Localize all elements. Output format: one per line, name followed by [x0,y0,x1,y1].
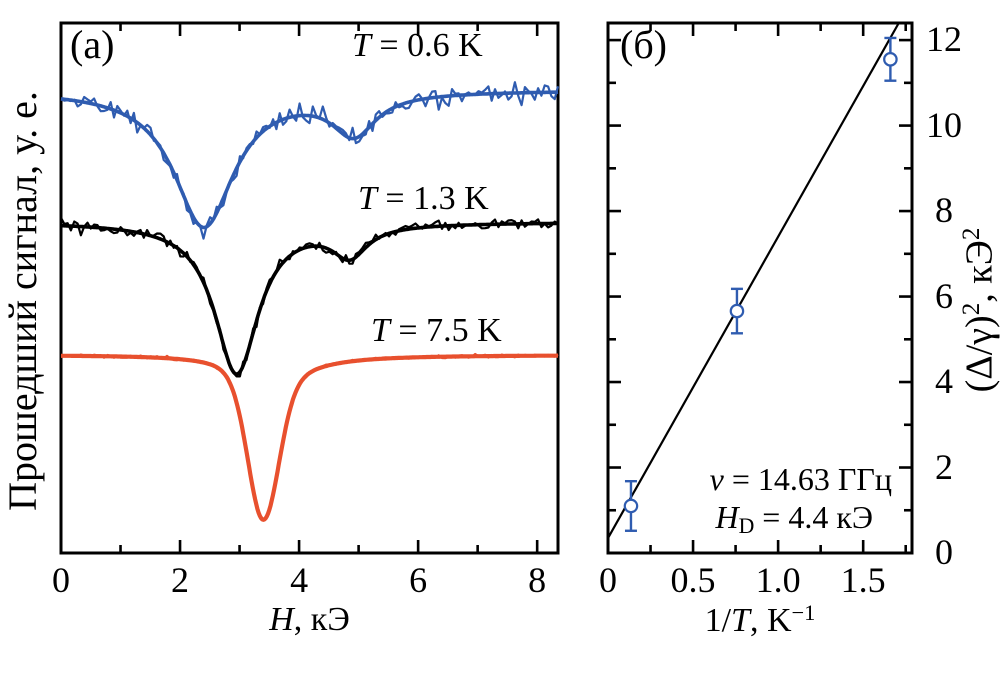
temperature-value: = 7.5 K [389,312,502,349]
tick-label-b-x: 1.0 [755,560,801,600]
tick-label-b-x: 0.5 [670,560,716,600]
curve-label-0.6K: T = 0.6 K [352,26,483,65]
x-axis-prefix-b: 1/ [704,602,732,640]
temperature-symbol: T [358,180,377,217]
annotation-frequency: v = 14.63 ГГц [600,461,892,498]
tick-label-a-x: 8 [528,560,547,600]
panel-b-x-axis-title: 1/T, K−1 [608,600,912,640]
tick-label-b-y: 10 [926,104,962,145]
panel-a-x-axis-title: H, кЭ [61,600,558,639]
temperature-value: = 0.6 K [370,27,483,64]
tick-label-a-x: 2 [171,560,190,600]
panel-a-y-axis-title: Прошедший сигнал, у. е. [0,91,45,511]
field-symbol: H [715,499,739,535]
tick-label-b-y: 0 [935,532,953,572]
panel-a-label: (a) [70,22,115,67]
temperature-value: = 1.3 K [376,180,489,217]
annotation-dipole-field: HD = 4.4 кЭ [600,499,873,539]
field-value: = 4.4 кЭ [754,499,873,535]
temperature-symbol: T [371,312,390,349]
curve-label-7.5K: T = 7.5 K [371,311,502,350]
x-axis-unit-b: , K [749,602,792,640]
field-subscript: D [738,513,755,538]
tick-label-b-y: 8 [935,190,953,231]
tick-label-a-x: 0 [52,560,70,600]
frequency-symbol: v [709,461,724,497]
curve-label-1.3K: T = 1.3 K [358,179,489,218]
tick-label-a-x: 6 [409,560,428,600]
frequency-value: = 14.63 ГГц [723,461,892,497]
tick-label-b-x: 1.5 [840,560,886,600]
temperature-symbol: T [352,27,371,64]
tick-label-a-x: 4 [290,560,309,600]
x-axis-unit-a: , кЭ [293,601,350,638]
panel-b-label: (б) [620,22,667,67]
x-axis-variable-a: H [269,601,294,638]
tick-label-b-y: 12 [926,19,962,60]
tick-label-b-y: 6 [935,275,953,316]
x-axis-exponent-b: −1 [791,600,816,625]
x-axis-variable-b: T [731,602,750,640]
tick-label-b-y: 2 [935,446,953,487]
tick-label-b-y: 4 [935,361,953,402]
tick-label-b-x: 0 [599,560,617,600]
